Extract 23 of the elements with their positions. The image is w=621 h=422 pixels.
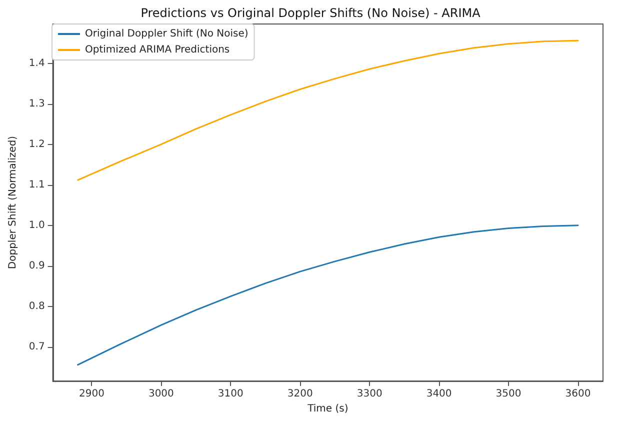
x-tick-label: 2900 <box>78 388 104 400</box>
line-series <box>77 224 579 366</box>
y-tick-label: 1.0 <box>28 220 45 231</box>
x-tick-label: 3100 <box>218 388 244 400</box>
y-tick-label: 1.3 <box>28 98 45 110</box>
x-tick-label: 3500 <box>496 388 522 400</box>
y-tick-label: 1.1 <box>28 179 45 190</box>
x-tick-label: 3400 <box>426 388 452 400</box>
y-tick-label: 0.9 <box>28 260 45 272</box>
legend-label: Optimized ARIMA Predictions <box>85 44 230 56</box>
y-tick-label: 1.2 <box>28 138 45 150</box>
x-tick-label: 3600 <box>565 388 591 400</box>
line-series <box>77 40 579 181</box>
x-tick-label: 3300 <box>356 388 382 400</box>
x-tick-label: 3000 <box>148 388 174 400</box>
legend-label: Original Doppler Shift (No Noise) <box>85 28 248 40</box>
y-tick-label: 0.8 <box>28 300 45 312</box>
chart-title: Predictions vs Original Doppler Shifts (No Noise) - ARIMA <box>140 6 482 20</box>
y-axis-title: Doppler Shift (Normalized) <box>8 136 18 270</box>
x-tick-label: 3200 <box>287 388 313 400</box>
y-tick-label: 1.4 <box>28 58 45 69</box>
x-axis-title: Time (s) <box>306 403 348 414</box>
y-tick-label: 0.7 <box>28 341 45 352</box>
